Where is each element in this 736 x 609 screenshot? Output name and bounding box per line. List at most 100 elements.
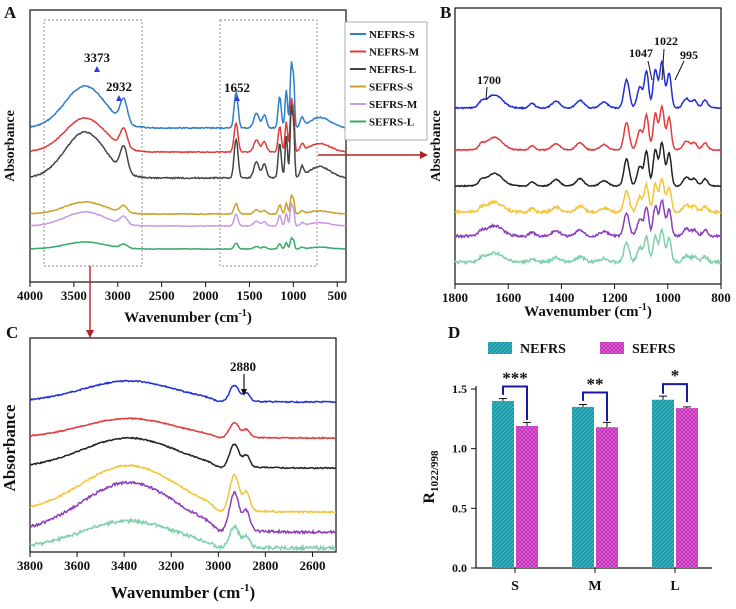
bar-sefrs-l <box>676 408 698 568</box>
panel-a-x-tick-label: 3500 <box>61 288 87 303</box>
panel-b-annotations: 1700 1047 1022 995 <box>477 34 698 100</box>
panel-a-x-tick-label: 3000 <box>105 288 131 303</box>
legend-label: SEFRS-S <box>369 82 413 94</box>
panel-c-x-tick-label: 2800 <box>252 558 278 573</box>
peak-label-1047: 1047 <box>629 46 653 60</box>
significance-bracket <box>502 385 528 420</box>
spectrum-line-s2 <box>29 416 337 440</box>
panel-a-series <box>29 61 347 251</box>
panel-c-ylabel: Absorbance <box>0 404 19 491</box>
panel-b-x-ticks: 1800 1600 1400 1200 1000 800 <box>442 284 731 305</box>
panel-a-x-ticks: 4000 3500 3000 2500 2000 1500 1000 500 <box>17 282 347 303</box>
spectrum-line-s5 <box>454 198 722 239</box>
panel-b-label: B <box>440 3 451 22</box>
significance-stars: * <box>671 366 680 385</box>
peak-arrow-1047 <box>647 60 653 81</box>
bar-sefrs-s <box>516 425 538 568</box>
spectrum-line-s6 <box>29 517 337 553</box>
spectrum-line-s3 <box>454 140 722 188</box>
legend-label: NEFRS-M <box>369 47 420 59</box>
legend-swatch-nefrs <box>488 342 512 354</box>
spectrum-line-s6 <box>454 227 721 266</box>
arrow-a-to-c-head <box>86 330 94 338</box>
spectrum-line-nefrs-l <box>29 104 347 180</box>
spectrum-line-s4 <box>29 463 337 515</box>
panel-b-x-tick-label: 1200 <box>602 290 628 305</box>
bar-sefrs-m <box>596 427 618 568</box>
legend-label-nefrs: NEFRS <box>520 342 566 357</box>
zoom-box-fingerprint <box>219 19 318 267</box>
peak-arrow-995 <box>674 60 685 81</box>
spectrum-line-sefrs-s <box>30 193 347 216</box>
panel-d-y-tick-label: 0.5 <box>452 501 467 515</box>
peak-arrow-1700 <box>485 86 488 100</box>
spectrum-line-s5 <box>29 480 337 535</box>
legend-label: NEFRS-S <box>369 29 415 41</box>
panel-c-x-tick-label: 3600 <box>64 558 90 573</box>
panel-a-x-tick-label: 1500 <box>236 288 262 303</box>
panel-d-y-tick-label: 1.0 <box>452 442 467 456</box>
significance-stars: ** <box>587 375 604 394</box>
peak-label-1022: 1022 <box>654 34 678 48</box>
legend-label: SEFRS-M <box>369 99 418 111</box>
zoom-box-hydroxyl <box>43 19 143 267</box>
panel-a-ylabel: Absorbance <box>3 110 18 182</box>
panel-a-frame <box>29 9 347 283</box>
peak-arrow-2880-head <box>241 389 247 396</box>
panel-c-x-tick-label: 3800 <box>17 558 43 573</box>
significance-stars: *** <box>502 369 528 388</box>
category-label: S <box>511 579 519 594</box>
spectrum-line-sefrs-m <box>29 201 347 228</box>
panel-a: A 4000 3500 3000 2500 2000 1500 1000 500 Wavenu… <box>3 3 428 326</box>
spectrum-line-nefrs-s <box>30 61 347 130</box>
bar-nefrs-l <box>652 399 674 568</box>
spectrum-line-s4 <box>454 177 722 216</box>
legend-label: SEFRS-L <box>369 117 414 129</box>
panel-d-y-tick-label: 1.5 <box>452 382 467 396</box>
panel-d-label: D <box>448 323 460 342</box>
panel-c-frame <box>29 337 337 553</box>
arrow-a-to-b-head <box>420 151 428 159</box>
peak-label-3373: 3373 <box>84 50 111 65</box>
panel-a-legend: NEFRS-S NEFRS-M NEFRS-L SEFRS-S SEFRS-M SEFRS… <box>344 21 428 141</box>
panel-a-label: A <box>4 3 17 22</box>
panel-b-ylabel: Absorbance <box>429 110 444 182</box>
bar-nefrs-s <box>492 400 514 568</box>
panel-c-x-ticks: 3800 3600 3400 3200 3000 2800 2600 <box>17 552 325 573</box>
spectrum-line-nefrs-m <box>29 97 347 154</box>
panel-c: C 3800 3600 3400 3200 3000 2800 2600 Wavenumbe… <box>0 323 337 602</box>
panel-b-x-tick-label: 1800 <box>442 290 468 305</box>
panel-c-x-tick-label: 3400 <box>111 558 137 573</box>
peak-marker-3373 <box>94 66 100 72</box>
panel-d-y-ticks: 0.0 0.5 1.0 1.5 <box>452 382 476 575</box>
panel-b-xlabel: Wavenumber (cm-1) <box>524 302 652 320</box>
panel-a-x-tick-label: 2000 <box>193 288 219 303</box>
peak-marker-2932 <box>116 95 122 101</box>
panel-d-legend: NEFRS SEFRS <box>488 342 676 357</box>
significance-bracket <box>662 383 688 403</box>
category-label: M <box>588 579 601 594</box>
spectrum-line-s2 <box>454 103 722 152</box>
significance-bracket <box>582 391 608 422</box>
peak-label-995: 995 <box>680 48 698 62</box>
bar-nefrs-m <box>572 406 594 568</box>
category-label: L <box>670 579 679 594</box>
panel-a-x-tick-label: 1000 <box>280 288 306 303</box>
legend-box <box>344 21 428 141</box>
panel-d-y-tick-label: 0.0 <box>452 561 467 575</box>
peak-label-2880: 2880 <box>230 359 256 374</box>
legend-swatch-sefrs <box>600 342 624 354</box>
panel-a-annotations: 3373 2932 1652 <box>84 50 250 101</box>
legend-label: NEFRS-L <box>369 64 416 76</box>
panel-d-ylabel: R1022/998 <box>421 450 441 504</box>
panel-d-bars: *** ** * <box>492 366 698 568</box>
panel-b-series <box>454 59 722 266</box>
spectrum-line-s1 <box>455 59 722 110</box>
panel-b-x-tick-label: 1000 <box>655 290 681 305</box>
panel-c-xlabel: Wavenumber (cm-1) <box>111 582 255 602</box>
panel-a-xlabel: Wavenumber (cm-1) <box>124 308 252 326</box>
